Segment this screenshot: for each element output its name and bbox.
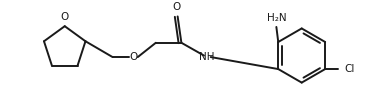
Text: H₂N: H₂N xyxy=(266,13,286,23)
Text: O: O xyxy=(61,12,69,22)
Text: NH: NH xyxy=(199,52,215,62)
Text: Cl: Cl xyxy=(344,64,354,74)
Text: O: O xyxy=(172,1,180,12)
Text: O: O xyxy=(129,52,137,62)
